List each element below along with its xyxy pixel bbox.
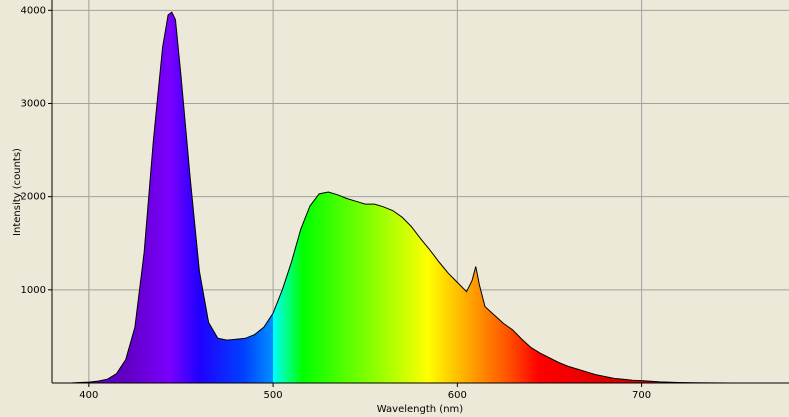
x-tick-label: 600 [448, 390, 467, 401]
spectrum-area [52, 11, 789, 384]
y-tick-label: 3000 [21, 98, 46, 109]
y-tick-label: 1000 [21, 285, 46, 296]
y-axis-title: Intensity (counts) [12, 148, 23, 236]
x-tick-label: 700 [632, 390, 651, 401]
x-tick-label: 500 [264, 390, 283, 401]
y-tick-label: 4000 [21, 5, 46, 16]
x-tick-label: 400 [79, 390, 98, 401]
area-layer [52, 11, 789, 384]
y-tick-label: 2000 [21, 192, 46, 203]
x-axis-title: Wavelength (nm) [377, 404, 463, 415]
